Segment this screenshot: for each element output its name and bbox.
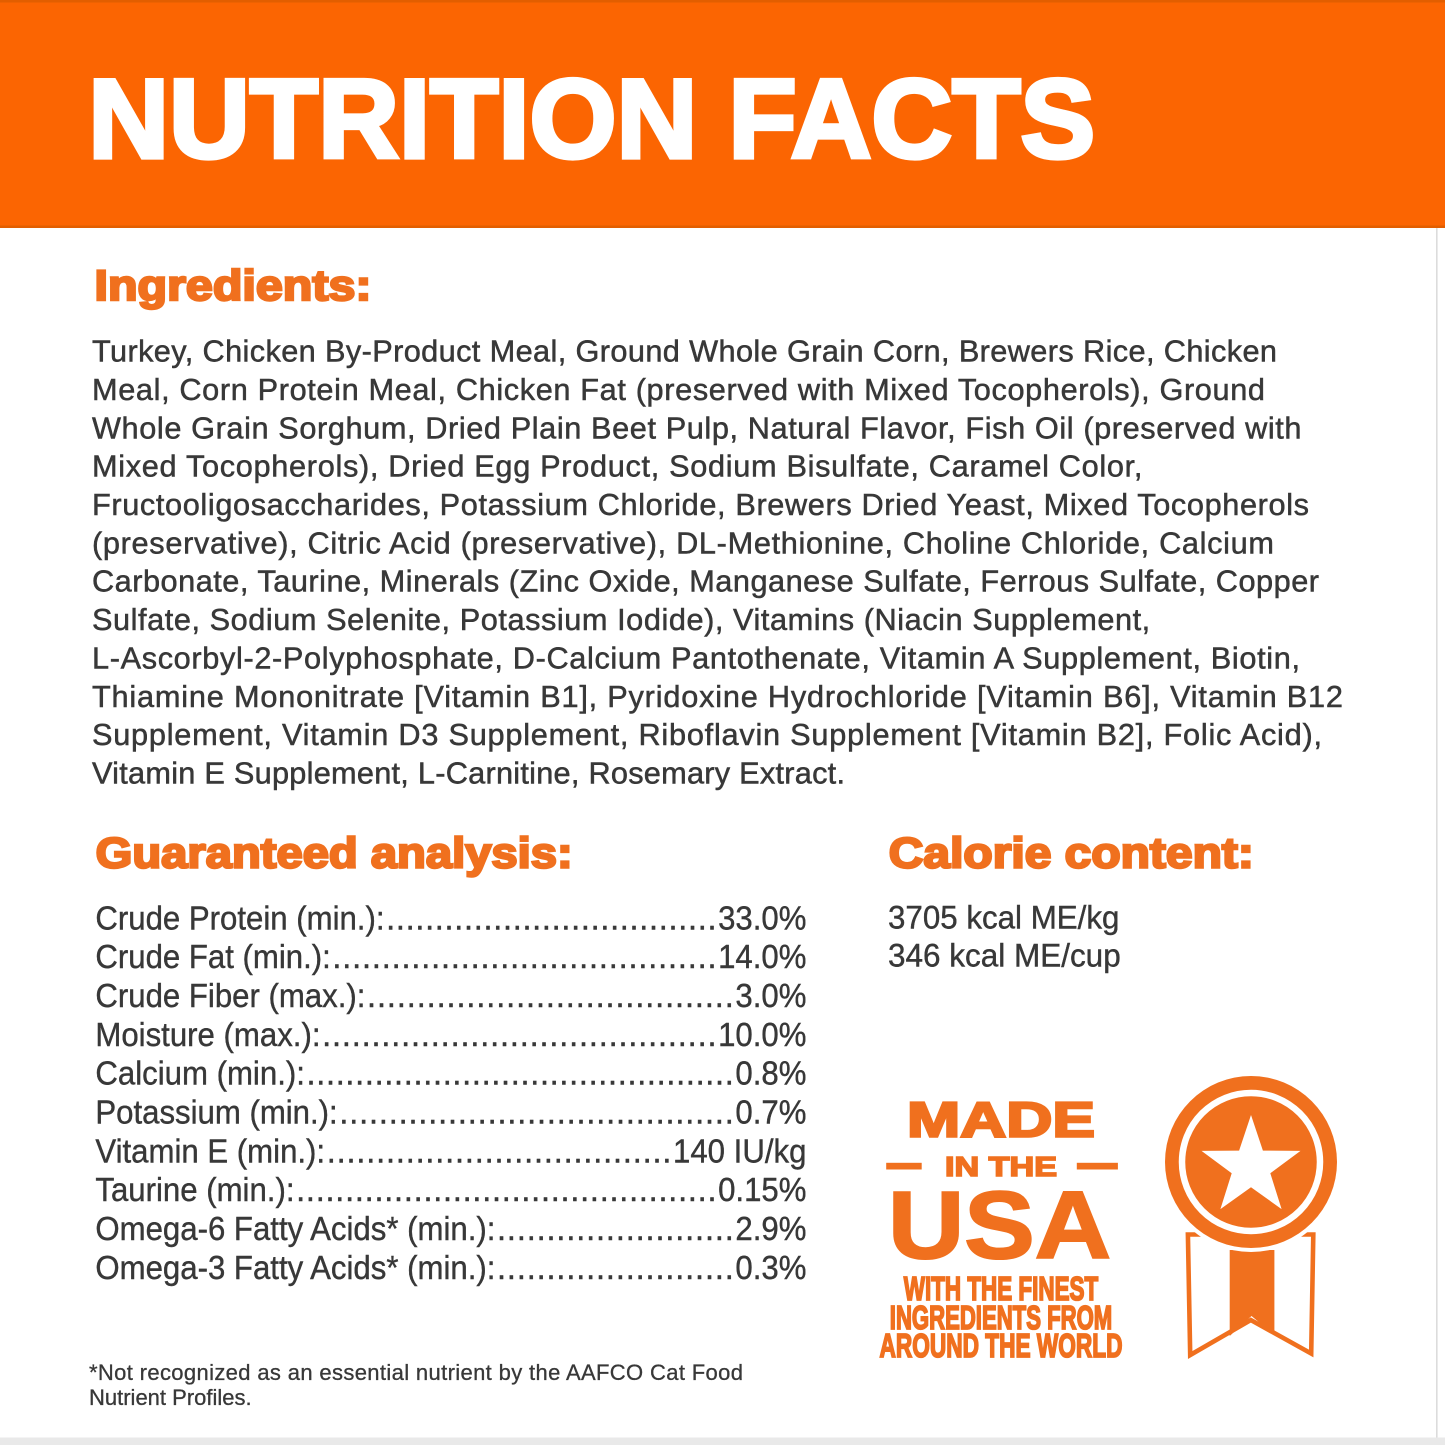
- svg-text:........................: ........................: [497, 1211, 734, 1248]
- svg-text:Omega-6 Fatty Acids* (min.):: Omega-6 Fatty Acids* (min.):: [95, 1211, 495, 1248]
- svg-text:INGREDIENTS FROM: INGREDIENTS FROM: [890, 1300, 1112, 1337]
- svg-text:346 kcal ME/cup: 346 kcal ME/cup: [888, 937, 1121, 973]
- svg-text:(preservative), Citric Acid (p: (preservative), Citric Acid (preservativ…: [92, 525, 1274, 560]
- svg-text:Sulfate, Sodium Selenite, Pota: Sulfate, Sodium Selenite, Potassium Iodi…: [92, 602, 1150, 637]
- svg-text:Omega-3 Fatty Acids* (min.):: Omega-3 Fatty Acids* (min.):: [95, 1250, 495, 1287]
- svg-text:140 IU/kg: 140 IU/kg: [673, 1133, 806, 1170]
- svg-text:Meal, Corn Protein Meal, Chick: Meal, Corn Protein Meal, Chicken Fat (pr…: [92, 372, 1265, 407]
- svg-text:2.9%: 2.9%: [735, 1211, 806, 1248]
- svg-text:14.0%: 14.0%: [718, 939, 806, 976]
- svg-text:0.15%: 0.15%: [718, 1172, 806, 1209]
- svg-text:33.0%: 33.0%: [718, 900, 806, 937]
- svg-text:Moisture (max.):: Moisture (max.):: [95, 1017, 320, 1054]
- svg-text:Crude Fat (min.):: Crude Fat (min.):: [95, 939, 330, 976]
- svg-text:..............................: .....................................: [367, 978, 734, 1015]
- svg-text:Potassium (min.):: Potassium (min.):: [95, 1094, 337, 1131]
- svg-text:Carbonate, Taurine, Minerals (: Carbonate, Taurine, Minerals (Zinc Oxide…: [92, 564, 1319, 599]
- svg-text:Vitamin E (min.):: Vitamin E (min.):: [95, 1133, 325, 1170]
- svg-text:Turkey, Chicken By-Product Mea: Turkey, Chicken By-Product Meal, Ground …: [92, 334, 1277, 369]
- svg-text:*Not recognized as an essentia: *Not recognized as an essential nutrient…: [89, 1360, 743, 1385]
- svg-text:0.3%: 0.3%: [735, 1250, 806, 1287]
- svg-text:0.7%: 0.7%: [735, 1094, 806, 1131]
- svg-text:0.8%: 0.8%: [735, 1056, 806, 1093]
- svg-text:Guaranteed analysis:: Guaranteed analysis:: [96, 830, 573, 878]
- svg-text:..............................: ..................................: [386, 900, 717, 937]
- svg-text:10.0%: 10.0%: [718, 1017, 806, 1054]
- svg-text:USA: USA: [888, 1172, 1111, 1279]
- svg-text:..............................: ........................................…: [306, 1056, 734, 1093]
- svg-text:Thiamine Mononitrate [Vitamin: Thiamine Mononitrate [Vitamin B1], Pyrid…: [92, 679, 1343, 714]
- svg-text:AROUND THE WORLD: AROUND THE WORLD: [880, 1328, 1123, 1365]
- svg-text:..............................: ........................................…: [296, 1172, 717, 1209]
- svg-text:Fructooligosaccharides, Potass: Fructooligosaccharides, Potassium Chlori…: [92, 487, 1309, 522]
- svg-text:3705 kcal ME/kg: 3705 kcal ME/kg: [888, 899, 1119, 935]
- svg-text:Ingredients:: Ingredients:: [95, 262, 372, 310]
- svg-text:Calorie content:: Calorie content:: [889, 829, 1254, 877]
- svg-text:Taurine (min.):: Taurine (min.):: [95, 1172, 294, 1209]
- svg-text:Crude Protein (min.):: Crude Protein (min.):: [95, 900, 384, 937]
- svg-text:Crude Fiber (max.):: Crude Fiber (max.):: [95, 978, 365, 1015]
- svg-text:........................: ........................: [497, 1250, 734, 1287]
- svg-text:..............................: .......................................: [332, 939, 716, 976]
- svg-text:Supplement, Vitamin D3 Supplem: Supplement, Vitamin D3 Supplement, Ribof…: [92, 717, 1322, 752]
- svg-text:IN THE: IN THE: [945, 1151, 1057, 1182]
- svg-text:3.0%: 3.0%: [735, 978, 806, 1015]
- svg-text:Mixed Tocopherols), Dried Egg: Mixed Tocopherols), Dried Egg Product, S…: [92, 449, 1142, 484]
- svg-text:WITH THE FINEST: WITH THE FINEST: [904, 1271, 1099, 1308]
- svg-text:..............................: ........................................: [322, 1017, 717, 1054]
- svg-text:L-Ascorbyl-2-Polyphosphate, D-: L-Ascorbyl-2-Polyphosphate, D-Calcium Pa…: [92, 640, 1300, 675]
- svg-text:MADE: MADE: [907, 1094, 1095, 1148]
- svg-text:..............................: ...................................: [327, 1133, 672, 1170]
- svg-text:NUTRITION FACTS: NUTRITION FACTS: [88, 56, 1095, 181]
- svg-text:Vitamin E Supplement, L-Carnit: Vitamin E Supplement, L-Carnitine, Rosem…: [92, 756, 845, 791]
- svg-text:Whole Grain Sorghum, Dried Pla: Whole Grain Sorghum, Dried Plain Beet Pu…: [92, 410, 1302, 445]
- svg-text:..............................: ........................................: [339, 1094, 734, 1131]
- svg-text:Nutrient Profiles.: Nutrient Profiles.: [89, 1385, 252, 1410]
- svg-text:Calcium (min.):: Calcium (min.):: [95, 1056, 305, 1093]
